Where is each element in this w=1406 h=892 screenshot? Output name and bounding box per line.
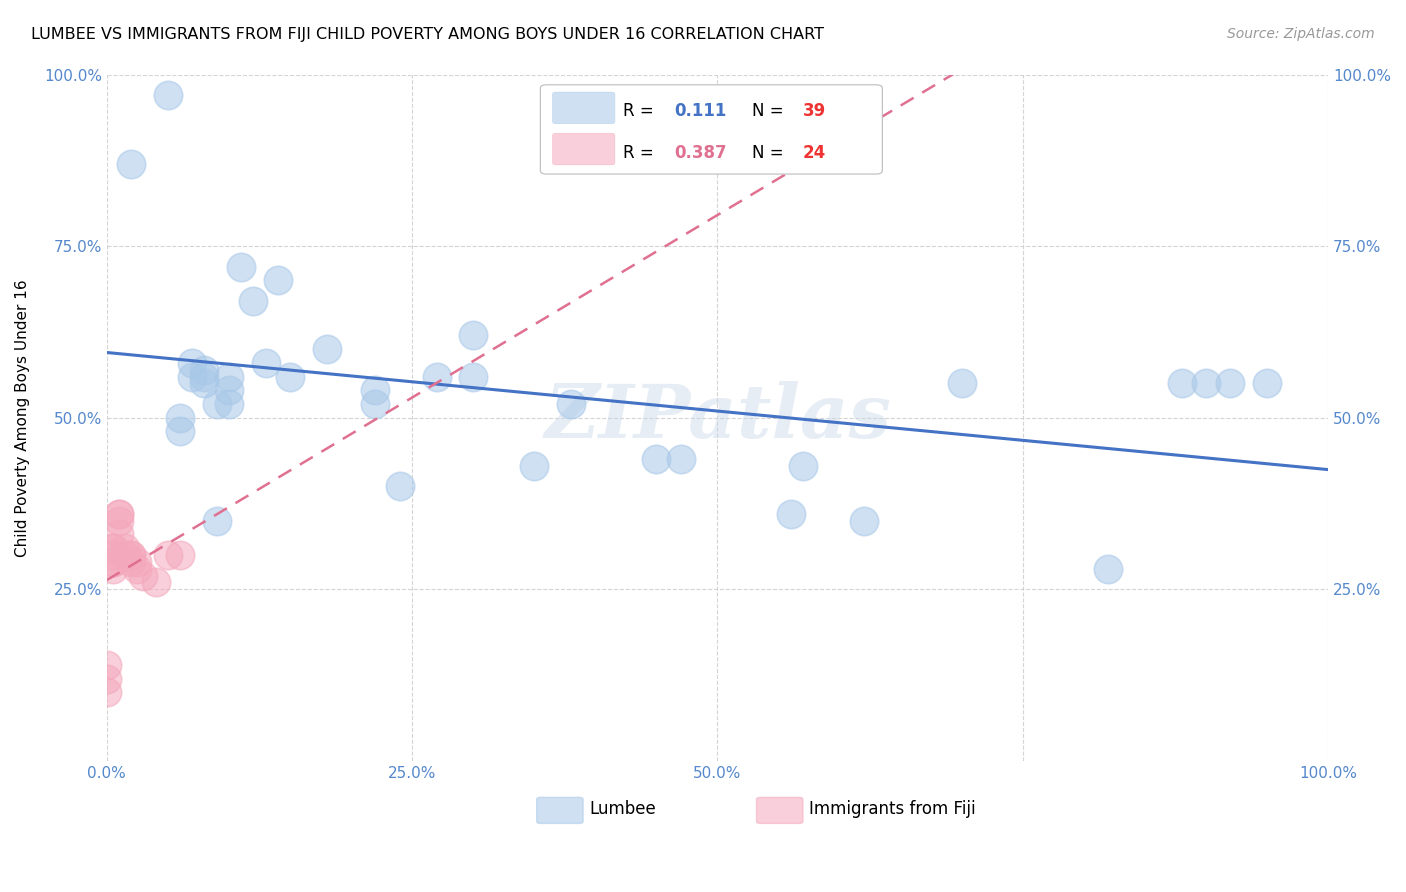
Point bbox=[205, 514, 228, 528]
Point bbox=[169, 410, 191, 425]
Point bbox=[779, 507, 801, 521]
Point bbox=[242, 294, 264, 309]
Point bbox=[101, 541, 124, 556]
Point bbox=[101, 555, 124, 569]
Point bbox=[101, 548, 124, 562]
Text: 24: 24 bbox=[803, 144, 827, 161]
Point bbox=[156, 88, 179, 103]
Point bbox=[792, 458, 814, 473]
Text: ZIPatlas: ZIPatlas bbox=[544, 382, 891, 454]
Point bbox=[169, 425, 191, 439]
Point bbox=[96, 672, 118, 686]
Point bbox=[108, 527, 131, 541]
Point bbox=[101, 562, 124, 576]
Point bbox=[950, 376, 973, 391]
Point bbox=[145, 575, 167, 590]
Point bbox=[108, 507, 131, 521]
Point bbox=[101, 555, 124, 569]
Point bbox=[156, 548, 179, 562]
Text: 0.111: 0.111 bbox=[675, 103, 727, 120]
Text: R =: R = bbox=[623, 144, 659, 161]
Point bbox=[218, 397, 240, 411]
Point bbox=[1219, 376, 1241, 391]
Text: 39: 39 bbox=[803, 103, 827, 120]
Point bbox=[120, 548, 142, 562]
Point bbox=[169, 548, 191, 562]
Point bbox=[127, 555, 149, 569]
Point bbox=[205, 397, 228, 411]
Point bbox=[560, 397, 582, 411]
Point bbox=[193, 362, 215, 376]
Point bbox=[181, 356, 204, 370]
Text: Lumbee: Lumbee bbox=[589, 800, 657, 818]
Point bbox=[1170, 376, 1192, 391]
Point bbox=[364, 384, 387, 398]
Point bbox=[1195, 376, 1218, 391]
Point bbox=[218, 384, 240, 398]
Text: 0.387: 0.387 bbox=[675, 144, 727, 161]
Point bbox=[315, 342, 337, 356]
Point bbox=[425, 369, 447, 384]
Text: N =: N = bbox=[752, 103, 789, 120]
Text: N =: N = bbox=[752, 144, 789, 161]
Point bbox=[181, 369, 204, 384]
Text: Immigrants from Fiji: Immigrants from Fiji bbox=[808, 800, 976, 818]
Point bbox=[127, 562, 149, 576]
FancyBboxPatch shape bbox=[553, 133, 614, 165]
Point bbox=[108, 507, 131, 521]
Point bbox=[1097, 562, 1119, 576]
Point bbox=[254, 356, 277, 370]
Point bbox=[267, 273, 290, 287]
Point bbox=[853, 514, 876, 528]
Point bbox=[523, 458, 546, 473]
Text: R =: R = bbox=[623, 103, 659, 120]
Point bbox=[193, 369, 215, 384]
Text: Source: ZipAtlas.com: Source: ZipAtlas.com bbox=[1227, 27, 1375, 41]
Point bbox=[218, 369, 240, 384]
Point bbox=[193, 376, 215, 391]
Point bbox=[114, 541, 136, 556]
Point bbox=[463, 369, 485, 384]
Text: LUMBEE VS IMMIGRANTS FROM FIJI CHILD POVERTY AMONG BOYS UNDER 16 CORRELATION CHA: LUMBEE VS IMMIGRANTS FROM FIJI CHILD POV… bbox=[31, 27, 824, 42]
Point bbox=[101, 541, 124, 556]
FancyBboxPatch shape bbox=[537, 797, 583, 823]
Point bbox=[132, 568, 155, 582]
Point bbox=[120, 555, 142, 569]
Point bbox=[1256, 376, 1278, 391]
FancyBboxPatch shape bbox=[553, 92, 614, 124]
Point bbox=[463, 328, 485, 343]
Point bbox=[229, 260, 252, 274]
Point bbox=[278, 369, 301, 384]
Point bbox=[114, 548, 136, 562]
Point bbox=[645, 452, 668, 467]
Point bbox=[364, 397, 387, 411]
Point bbox=[108, 514, 131, 528]
FancyBboxPatch shape bbox=[756, 797, 803, 823]
Point bbox=[120, 157, 142, 171]
FancyBboxPatch shape bbox=[540, 85, 883, 174]
Point bbox=[669, 452, 692, 467]
Point bbox=[96, 685, 118, 699]
Point bbox=[388, 479, 411, 493]
Point bbox=[96, 657, 118, 672]
Point bbox=[120, 548, 142, 562]
Y-axis label: Child Poverty Among Boys Under 16: Child Poverty Among Boys Under 16 bbox=[15, 279, 30, 557]
